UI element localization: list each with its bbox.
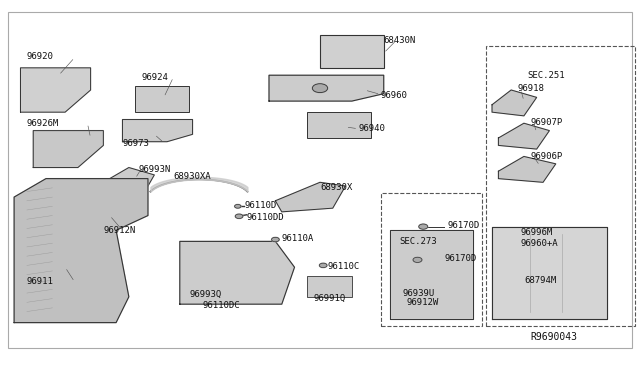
Circle shape <box>413 257 422 262</box>
Text: 96170D: 96170D <box>444 254 477 263</box>
Polygon shape <box>492 227 607 319</box>
Polygon shape <box>492 90 537 116</box>
Text: 96940: 96940 <box>358 124 385 133</box>
Text: 96993N: 96993N <box>138 165 171 174</box>
Text: 96996M: 96996M <box>521 228 553 237</box>
Text: 68930X: 68930X <box>320 183 352 192</box>
Polygon shape <box>14 179 148 323</box>
Text: 96993Q: 96993Q <box>189 291 221 299</box>
Polygon shape <box>20 68 91 112</box>
Text: SEC.251: SEC.251 <box>527 71 564 80</box>
Polygon shape <box>33 131 103 167</box>
Bar <box>320 35 384 68</box>
Text: 96960+A: 96960+A <box>521 239 558 248</box>
Text: 96926M: 96926M <box>27 119 59 128</box>
Text: 96907P: 96907P <box>531 118 563 127</box>
Polygon shape <box>275 182 346 212</box>
Text: 96110DD: 96110DD <box>246 212 284 221</box>
Text: SEC.273: SEC.273 <box>399 237 437 246</box>
Polygon shape <box>97 167 154 197</box>
Text: 68930XA: 68930XA <box>173 172 211 181</box>
Text: 96924: 96924 <box>141 73 168 81</box>
Text: 96912W: 96912W <box>406 298 438 307</box>
Text: 68794M: 68794M <box>524 276 556 285</box>
Bar <box>562 253 597 297</box>
Polygon shape <box>269 75 384 101</box>
Bar <box>307 276 352 297</box>
Bar <box>135 86 189 112</box>
Text: 96960: 96960 <box>381 91 408 100</box>
Text: 96920: 96920 <box>27 52 54 61</box>
Circle shape <box>271 237 279 242</box>
Text: 96110DC: 96110DC <box>202 301 240 311</box>
Text: 96911: 96911 <box>27 278 54 286</box>
Circle shape <box>235 205 241 208</box>
Text: 96939U: 96939U <box>403 289 435 298</box>
Text: 96918: 96918 <box>518 84 545 93</box>
Polygon shape <box>499 157 556 182</box>
Bar <box>381 193 483 326</box>
Text: 96110D: 96110D <box>245 201 277 210</box>
Text: 96110C: 96110C <box>328 262 360 270</box>
Circle shape <box>312 84 328 93</box>
Circle shape <box>319 263 327 267</box>
Circle shape <box>236 214 243 218</box>
Text: R9690043: R9690043 <box>531 332 577 342</box>
Polygon shape <box>390 230 473 319</box>
Polygon shape <box>84 197 135 223</box>
Text: 96110A: 96110A <box>282 234 314 243</box>
Text: 96973: 96973 <box>122 139 149 148</box>
Text: 96906P: 96906P <box>531 152 563 161</box>
Bar <box>486 46 636 326</box>
Text: 96912N: 96912N <box>103 226 136 235</box>
Circle shape <box>419 224 428 229</box>
Polygon shape <box>122 119 193 142</box>
Polygon shape <box>180 241 294 304</box>
Polygon shape <box>499 123 549 149</box>
Text: 96170D: 96170D <box>447 221 480 230</box>
Bar <box>307 112 371 138</box>
Text: 68430N: 68430N <box>384 36 416 45</box>
Text: 96991Q: 96991Q <box>314 294 346 303</box>
